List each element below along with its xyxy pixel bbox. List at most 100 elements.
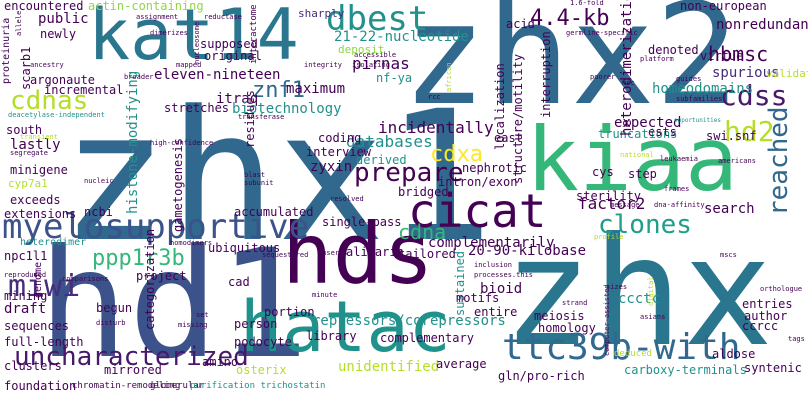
word-message: message [610,201,640,209]
word-rcc: rcc [428,93,441,101]
word-leukaemia: leukaemia [660,155,698,163]
word-homology: homology [538,321,596,335]
word-original: original [204,49,262,63]
word-cdss: cdss [720,79,788,112]
word-east: east [494,131,523,145]
word-full-length: full-length [4,335,84,349]
word-begun: begun [96,301,133,315]
word-mscs: mscs [720,251,737,259]
word-4-4-kb: 4.4-kb [530,6,610,31]
word-gametogenesis: gametogenesis [171,138,185,232]
word-nucleic: nucleic [84,177,114,185]
word-guides: guides [676,75,702,83]
word-integrity: integrity [304,61,342,69]
word-databases: databases [346,132,433,151]
word-unidentified: unidentified [338,359,440,375]
word-glomerular: glomerular [150,381,205,391]
word-platform: platform [640,55,674,63]
word-sustained: sustained [453,250,467,316]
word-isolating: isolating [352,61,390,69]
word-tailored: tailored [398,247,456,261]
word-mining: mining [4,289,48,303]
word-nf-ya: nf-ya [376,71,413,85]
word-comparisons: comparisons [62,275,109,283]
word-cdxa: cdxa [430,142,483,167]
word-motifs: motifs [456,291,500,305]
word-african: african [445,62,453,92]
word-public: public [38,11,89,27]
word-aldose: aldose [712,347,756,361]
word-virtue: virtue [700,49,744,63]
word-hbmsc: hbmsc [708,42,769,66]
word-nephrotic: nephrotic [462,161,528,175]
word-zhx: zhx [502,206,773,380]
word-mapped: mapped [176,61,202,69]
word-fold: 1.6-fold [570,0,604,7]
word-ppp1r3b: ppp1r3b [92,246,185,271]
word-genome: genome [33,261,44,298]
word-meiosis: meiosis [534,309,585,323]
word-pirnas: pirnas [352,54,410,73]
word-strand: strand [562,299,588,307]
word-interruption: interruption [539,31,553,118]
word-expected: expected [614,115,682,131]
word-project: project [136,269,187,283]
word-cad: cad [228,275,250,289]
word-ncbi: ncbi [84,205,113,219]
word-cdna: cdna [398,220,447,244]
word-complementarily: complementarily [428,235,555,251]
word-foundation: foundation [4,379,77,393]
word-dimerizes: dimerizes [150,29,188,37]
word-entries: entries [742,297,793,311]
word-exceeds: exceeds [10,193,61,207]
word-lastly: lastly [10,137,61,153]
word-minute: minute [312,291,338,299]
word-nonredundant: nonredundant [716,17,808,33]
word-ubiquitous: ubiquitous [208,241,281,255]
word-author: author [744,309,788,323]
word-hd2: hd2 [724,115,775,148]
word-cyp7a1: cyp7a1 [8,177,48,190]
word-sharply: sharply [298,7,345,20]
word-hd1: hd1 [38,218,309,392]
word-uncharacterized: uncharacterized [14,342,249,372]
word-asians: asians [640,313,666,321]
word-clusters: clusters [4,359,62,373]
word-accessible: accessible [354,51,397,59]
word-stretches: stretches [164,101,230,115]
word-mirrored: mirrored [104,363,162,377]
word-opportunities: opportunities [674,117,721,124]
word-derived: derived [356,153,407,167]
word-ests: ests [648,125,677,139]
word-npc1l1: npc1l1 [4,249,48,263]
word-person: person [234,317,278,331]
word-tags: tags [788,335,805,343]
word-entire: entire [474,305,518,319]
word-poorer: poorer [590,73,616,81]
word-syntenic: syntenic [744,361,802,375]
word-heterodimerization: heterodimerization [619,0,635,136]
word-minigene: minigene [10,163,68,177]
word-digital: digital [647,276,655,306]
word-newly: newly [40,27,77,41]
word-resolved: resolved [330,195,364,203]
word-denoted: denoted [648,43,699,57]
word-ttc39b-with: ttc39b-with [502,327,741,368]
word-sequestered: sequestered [262,251,309,259]
word-podocyte: podocyte [234,335,292,349]
word-purification-trichostatin: purification trichostatin [190,381,326,391]
word-search: search [704,201,755,217]
word-non-european: non-european [680,0,767,13]
word-validated: validated [766,67,808,80]
word-supposed: supposed [200,37,258,51]
word-miwi: miwi [8,269,81,304]
word-subunit: subunit [244,179,274,187]
word-cdnas: cdnas [10,86,89,116]
word-single-pass: single-pass [322,215,402,229]
word-average: average [436,357,487,371]
word-draft: draft [4,301,47,317]
word-alizarin: alizarin [346,245,404,259]
word-national: national [620,151,654,159]
word-structure-motility: structure/motility [511,53,525,184]
